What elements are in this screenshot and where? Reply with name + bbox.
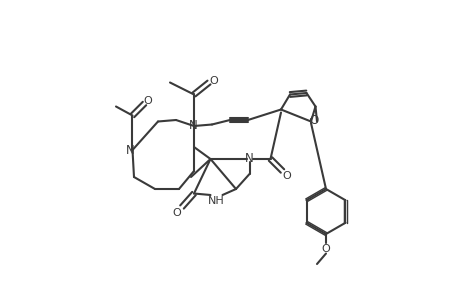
Text: O: O	[209, 76, 218, 86]
Text: N: N	[126, 144, 134, 157]
Text: O: O	[172, 208, 180, 218]
Text: O: O	[321, 244, 330, 254]
Text: N: N	[189, 119, 197, 132]
Text: O: O	[282, 171, 291, 182]
Text: O: O	[309, 113, 318, 127]
Text: NH: NH	[207, 196, 224, 206]
Text: O: O	[143, 96, 152, 106]
Text: N: N	[245, 152, 253, 166]
